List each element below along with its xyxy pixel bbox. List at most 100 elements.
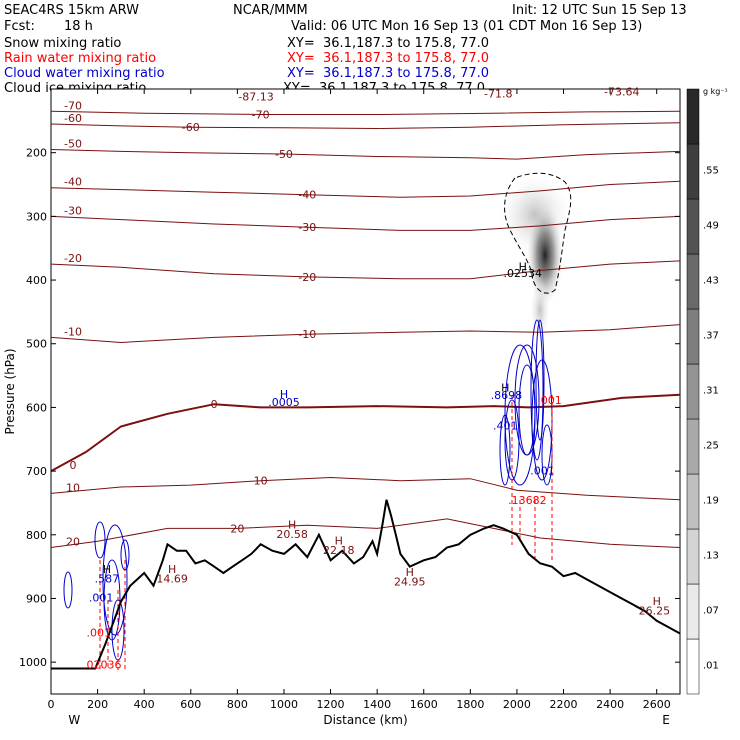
isotherm-line <box>51 260 680 280</box>
annotation-label: H <box>103 563 111 576</box>
annotation-label: .001 <box>87 627 112 640</box>
annotation-label: -73.64 <box>604 85 639 98</box>
x-tick-label: 0 <box>48 698 55 711</box>
x-axis-label: Distance (km) <box>323 713 407 727</box>
x-tick-label: 1000 <box>270 698 298 711</box>
isotherm-label: -30 <box>64 204 82 217</box>
colorbar-swatch <box>686 198 700 255</box>
isotherm-label: 20 <box>66 536 80 549</box>
colorbar-tick-label: .43 <box>703 276 719 287</box>
isotherm-label: -10 <box>298 328 316 341</box>
model-title: SEAC4RS 15km ARW <box>4 3 140 18</box>
colorbar-swatch <box>686 143 700 200</box>
colorbar-swatch <box>686 363 700 420</box>
isotherm-line <box>51 180 680 198</box>
plot-area <box>50 88 681 695</box>
y-tick-label: 400 <box>26 274 47 287</box>
snow-contour <box>504 172 572 294</box>
isotherm-label: -40 <box>64 176 82 189</box>
east-label: E <box>662 713 670 727</box>
valid-time: Valid: 06 UTC Mon 16 Sep 13 (01 CDT Mon … <box>291 19 643 34</box>
annotation-label: .001 <box>537 394 562 407</box>
annotation-label: H <box>519 261 527 274</box>
annotation-label: 24.95 <box>394 576 426 589</box>
y-tick-label: 800 <box>26 529 47 542</box>
isotherm-line <box>51 476 680 501</box>
field-cloud-water-xy: XY= 36.1,187.3 to 175.8, 77.0 <box>287 66 490 81</box>
cloud-water-contours <box>63 319 553 661</box>
x-tick-label: 2600 <box>643 698 671 711</box>
isotherm-label: 0 <box>211 398 218 411</box>
y-tick-label: 300 <box>26 210 47 223</box>
isotherm-label: 10 <box>254 475 268 488</box>
annotation-label: .001 <box>530 464 555 477</box>
annotation-label: -87.13 <box>238 90 273 103</box>
annotation-label: .02534 <box>504 267 543 280</box>
y-tick-label: 600 <box>26 401 47 414</box>
colorbar-tick-label: .07 <box>703 606 719 617</box>
annotation-label: 20.58 <box>276 528 308 541</box>
isotherm-label: -50 <box>64 138 82 151</box>
x-tick-label: 600 <box>180 698 201 711</box>
terrain-line <box>51 499 680 670</box>
colorbar-tick-label: .49 <box>703 221 719 232</box>
isotherm-label: 10 <box>66 481 80 494</box>
x-tick-label: 2400 <box>596 698 624 711</box>
isotherm-label: -40 <box>298 189 316 202</box>
colorbar-tick-label: .13 <box>703 551 719 562</box>
isotherm-line <box>51 122 680 130</box>
annotation-label: .8698 <box>491 389 523 402</box>
org-label: NCAR/MMM <box>233 3 308 18</box>
x-tick-label: 1600 <box>410 698 438 711</box>
x-tick-label: 2200 <box>550 698 578 711</box>
isotherm-label: 20 <box>230 522 244 535</box>
ice-core <box>527 205 563 305</box>
annotation-label: .02036 <box>83 659 122 672</box>
annotation-label: .587 <box>95 573 120 586</box>
isotherm-label: -60 <box>182 121 200 134</box>
x-tick-label: 1200 <box>317 698 345 711</box>
annotation-label: 22.18 <box>323 544 355 557</box>
colorbar-tick-label: .19 <box>703 496 719 507</box>
annotation-label: 26.25 <box>639 604 671 617</box>
isotherm-label: -10 <box>64 325 82 338</box>
y-tick-label: 500 <box>26 338 47 351</box>
y-tick-label: 700 <box>26 465 47 478</box>
field-cloud-water-name: Cloud water mixing ratio <box>4 66 165 81</box>
isotherm-line <box>51 149 680 160</box>
annotation-label: H <box>501 382 509 395</box>
colorbar-tick-label: .37 <box>703 331 719 342</box>
y-tick-label: 1000 <box>19 656 47 669</box>
annotation-label: -71.8 <box>484 87 512 100</box>
annotation-label: H <box>280 388 288 401</box>
colorbar-tick-label: .25 <box>703 441 719 452</box>
annotation-label: H <box>653 595 661 608</box>
isotherm-line <box>51 324 680 344</box>
colorbar-swatch <box>686 418 700 475</box>
init-time: Init: 12 UTC Sun 15 Sep 13 <box>512 3 687 18</box>
terrain-layer <box>51 499 680 670</box>
colorbar: .01 .07 .13 .19 .25 .31 .37 .43 .49 .55 g kg⁻¹ <box>686 87 728 695</box>
annotation-label: .0005 <box>268 396 300 409</box>
field-rain-xy: XY= 36.1,187.3 to 175.8, 77.0 <box>287 51 490 66</box>
fcst-value: 18 h <box>64 19 93 34</box>
y-axis-label: Pressure (hPa) <box>3 348 17 434</box>
y-tick-label: 900 <box>26 592 47 605</box>
field-snow-xy: XY= 36.1,187.3 to 175.8, 77.0 <box>287 36 490 51</box>
x-tick-label: 400 <box>134 698 155 711</box>
x-tick-label: 1800 <box>456 698 484 711</box>
isotherm-line <box>51 215 680 231</box>
isotherm-label: -20 <box>298 271 316 284</box>
colorbar-swatch <box>686 638 700 695</box>
x-tick-label: 200 <box>87 698 108 711</box>
isotherm-label: -20 <box>64 252 82 265</box>
isotherm-label: -60 <box>64 112 82 125</box>
field-snow-name: Snow mixing ratio <box>4 36 122 51</box>
colorbar-swatch <box>686 308 700 365</box>
axes-layer: 0 200 400 600 800 1000 1200 1400 1600 1800 2000 220… <box>3 89 680 727</box>
annotation-label: .401 <box>493 420 518 433</box>
colorbar-tick-label: .31 <box>703 386 719 397</box>
isotherm-label: -50 <box>275 148 293 161</box>
